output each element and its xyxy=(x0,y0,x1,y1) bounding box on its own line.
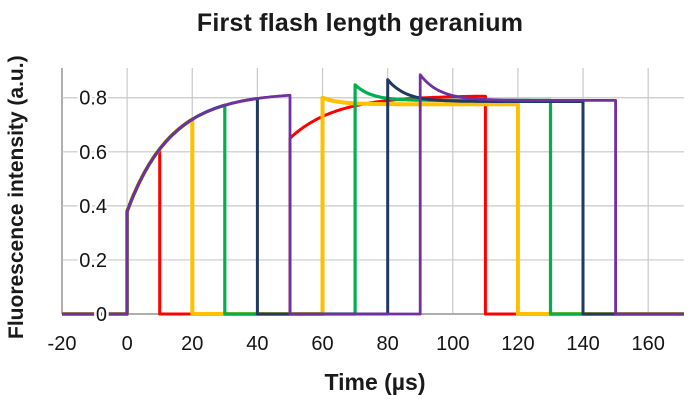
series-first-flash-30us xyxy=(62,83,684,316)
x-tick-label: 160 xyxy=(631,333,664,355)
x-tick-label: 80 xyxy=(377,333,399,355)
x-tick-label: 100 xyxy=(436,333,469,355)
series-first-flash-40us xyxy=(62,78,684,316)
x-tick-label: 40 xyxy=(246,333,268,355)
x-tick-label: 60 xyxy=(311,333,333,355)
series-first-flash-10us xyxy=(62,94,684,316)
y-tick-label: 0.4 xyxy=(79,196,107,218)
y-tick-label: 0 xyxy=(96,304,107,326)
x-tick-label: 140 xyxy=(566,333,599,355)
y-tick-label: 0.6 xyxy=(79,142,107,164)
x-tick-label: 120 xyxy=(501,333,534,355)
x-axis-label: Time (µs) xyxy=(324,369,426,395)
x-tick-label: 0 xyxy=(122,333,133,355)
chart-title: First flash length geranium xyxy=(196,9,524,37)
y-tick-label: 0.2 xyxy=(79,250,107,272)
series-first-flash-50us xyxy=(62,73,684,316)
y-tick-label: 0.8 xyxy=(79,88,107,110)
x-tick-label: 20 xyxy=(181,333,203,355)
x-tick-label: -20 xyxy=(48,333,77,355)
